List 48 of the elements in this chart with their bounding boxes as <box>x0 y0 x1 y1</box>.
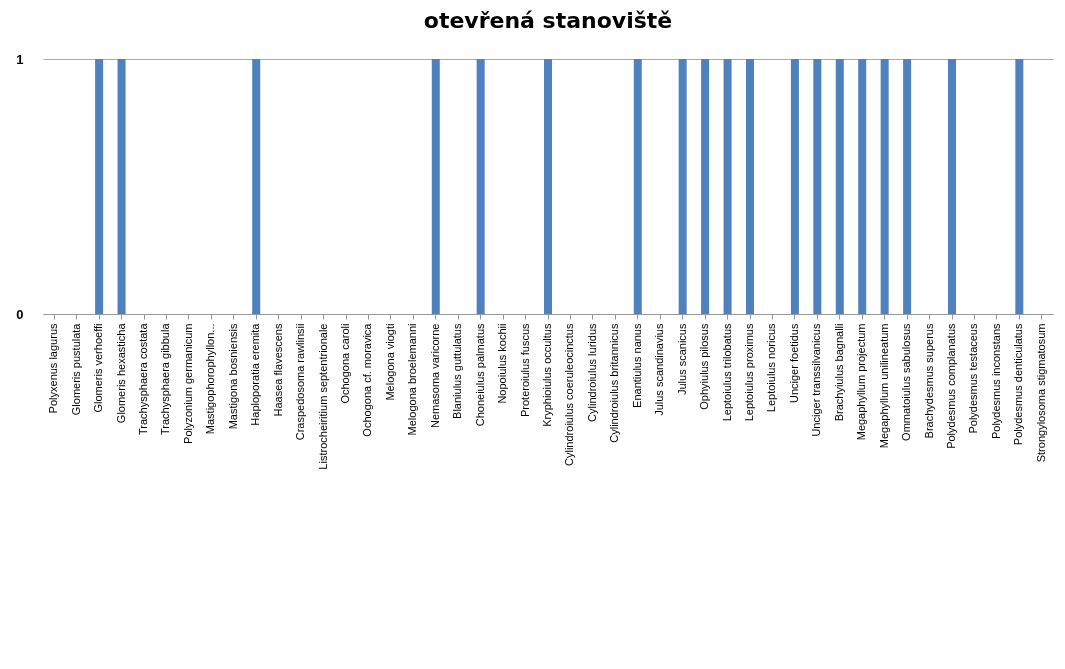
x-tick-label: Polyxenus lagurus <box>47 323 60 414</box>
y-tick-label: 1 <box>16 51 24 67</box>
x-tick-label: Glomeris verhoeffi <box>92 323 105 413</box>
x-tick-label: Blaniulus guttulatus <box>451 323 464 419</box>
x-tick-label: Brachyiulus bagnalli <box>832 323 845 422</box>
x-tick-label: Melogona broelemanni <box>406 323 419 436</box>
x-tick-label: Polydesmus complanatus <box>945 323 957 449</box>
chart-title: otevřená stanoviště <box>423 8 673 33</box>
x-tick-label: Proteroiulus fuscus <box>518 323 531 418</box>
x-tick-label: Ochogona caroli <box>339 323 351 404</box>
x-tick-label: Melogona viogti <box>383 323 396 401</box>
x-tick-label: Cylindroiulus britannicus <box>608 323 621 443</box>
x-tick-label: Trachysphaera gibbula <box>159 322 172 435</box>
x-tick-label: Listrocheiritium septentrionale <box>316 323 329 470</box>
x-tick-label: Brachydesmus superus <box>922 323 935 439</box>
x-tick-label: Mastigophorophyllon... <box>204 323 217 435</box>
x-tick-label: Polydesmus testaceus <box>967 323 980 434</box>
x-tick-label: Megaphyllum unilineatum <box>877 323 890 449</box>
x-tick-label: Polyzonium germanicum <box>181 323 194 444</box>
x-tick-label: Ophyiulus pilosus <box>698 323 711 410</box>
x-tick-label: Leptoiulus proximus <box>743 323 755 422</box>
x-tick-label: Trachysphaera costata <box>137 322 149 435</box>
x-tick-label: Leptoiulus noricus <box>765 323 778 413</box>
x-tick-label: Nopoiulus kochii <box>496 323 509 404</box>
x-tick-label: Enantiulus nanus <box>630 323 643 408</box>
x-tick-label: Julus scanicus <box>675 323 688 396</box>
x-tick-label: Cylindroiulus luridus <box>585 323 598 422</box>
x-tick-label: Unciger transsilvanicus <box>810 323 823 437</box>
x-tick-label: Leptoiulus trilobatus <box>720 323 733 422</box>
x-tick-label: Haasea flavescens <box>271 323 284 417</box>
x-tick-label: Strongylosoma stigmatosum <box>1034 323 1047 463</box>
x-tick-label: Polydesmus denticulatus <box>1012 323 1025 446</box>
x-tick-label: Glomeris pustulata <box>69 322 82 416</box>
x-tick-label: Craspedosoma rawlinsii <box>294 323 307 441</box>
x-tick-label: Ochogona cf. moravica <box>361 322 374 437</box>
x-tick-label: Choneiulus palmatus <box>473 323 486 427</box>
x-tick-label: Mastigona bosniensis <box>226 323 239 430</box>
x-tick-label: Megaphyllum projectum <box>855 323 868 441</box>
x-tick-label: Polydesmus inconstans <box>989 323 1002 440</box>
x-tick-label: Nemasoma varicorne <box>428 323 441 429</box>
x-tick-label: Julus scandinavius <box>653 323 666 416</box>
x-tick-label: Unciger foetidus <box>787 323 800 403</box>
x-tick-label: Kryphioiulus occultus <box>541 323 553 427</box>
x-tick-label: Haploporatia eremita <box>249 322 262 426</box>
x-tick-label: Ommatoiulus sabulosus <box>900 323 913 441</box>
y-tick-label: 0 <box>16 306 24 322</box>
x-tick-label: Cylindroiulus coeruleocinctus <box>563 323 576 466</box>
x-tick-label: Glomeris hexasticha <box>114 322 127 424</box>
